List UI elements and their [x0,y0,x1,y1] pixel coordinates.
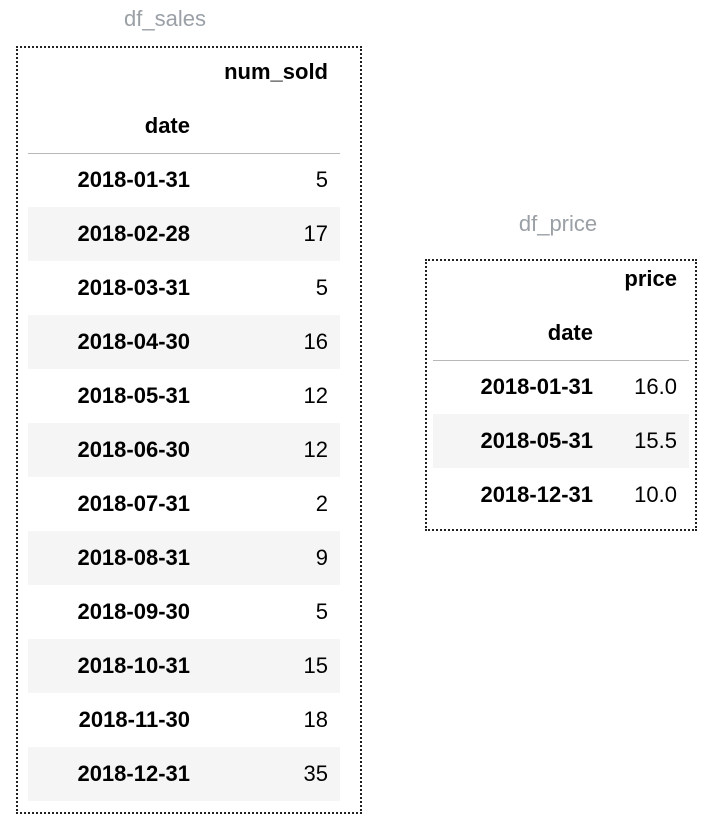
row-value: 17 [303,221,328,246]
row-index-date: 2018-06-30 [77,437,190,462]
df-price-body: 2018-01-31 16.0 2018-05-31 15.5 2018-12-31 10… [433,360,689,522]
row-index-date: 2018-09-30 [77,599,190,624]
row-index-date: 2018-05-31 [77,383,190,408]
row-value: 5 [315,275,328,300]
df-sales-body: 2018-01-31 5 2018-02-28 17 2018-03-31 5 2018-0… [28,153,340,801]
row-index-date: 2018-02-28 [77,221,190,246]
row-index-date: 2018-01-31 [77,167,190,193]
row-value: 18 [303,707,328,732]
row-value: 15 [303,653,328,678]
row-value: 2 [315,491,328,516]
column-header-row: num_sold [28,45,340,99]
row-index-date: 2018-08-31 [77,545,190,570]
table-row: 2018-01-31 5 [28,153,340,207]
table-row: 2018-05-31 12 [28,369,340,423]
table-row: 2018-06-30 12 [28,423,340,477]
row-value: 5 [315,167,328,193]
df-sales-frame: num_sold date 2018-01-31 5 2018-02-28 17 201… [16,46,362,814]
table-row: 2018-05-31 15.5 [433,414,689,468]
corner-cell [433,252,605,306]
row-index-date: 2018-12-31 [480,482,593,507]
row-value: 15.5 [634,428,677,453]
column-header-num-sold: num_sold [224,59,328,84]
row-index-date: 2018-10-31 [77,653,190,678]
empty-header-cell [202,99,340,154]
row-value: 16.0 [634,374,677,400]
corner-cell [28,45,202,99]
row-value: 10.0 [634,482,677,507]
table-row: 2018-09-30 5 [28,585,340,639]
row-index-date: 2018-04-30 [77,329,190,354]
column-header-row: price [433,252,689,306]
table-row: 2018-07-31 2 [28,477,340,531]
row-value: 12 [303,383,328,408]
table-row: 2018-08-31 9 [28,531,340,585]
index-name-row: date [433,306,689,361]
df-price-caption: df_price [518,211,598,236]
table-row: 2018-02-28 17 [28,207,340,261]
row-index-date: 2018-12-31 [77,761,190,786]
row-index-date: 2018-03-31 [77,275,190,300]
row-index-date: 2018-01-31 [480,374,593,400]
row-index-date: 2018-11-30 [78,707,190,732]
df-price-frame: price date 2018-01-31 16.0 2018-05-31 15.5 2… [425,259,697,531]
index-name-header: date [433,306,605,361]
df-sales-table: num_sold date 2018-01-31 5 2018-02-28 17 201… [28,45,340,801]
row-value: 12 [303,437,328,462]
index-name-header: date [28,99,202,154]
row-value: 35 [303,761,328,786]
empty-header-cell [605,306,689,361]
row-value: 16 [303,329,328,354]
table-row: 2018-03-31 5 [28,261,340,315]
row-value: 5 [315,599,328,624]
row-index-date: 2018-07-31 [77,491,190,516]
index-name-row: date [28,99,340,154]
table-row: 2018-12-31 35 [28,747,340,801]
df-price-table: price date 2018-01-31 16.0 2018-05-31 15.5 2… [433,252,689,522]
df-sales-caption: df_sales [124,6,206,31]
column-header-price: price [624,266,677,291]
table-row: 2018-04-30 16 [28,315,340,369]
table-row: 2018-10-31 15 [28,639,340,693]
row-index-date: 2018-05-31 [480,428,593,453]
table-row: 2018-01-31 16.0 [433,360,689,414]
table-row: 2018-12-31 10.0 [433,468,689,522]
table-row: 2018-11-30 18 [28,693,340,747]
row-value: 9 [315,545,328,570]
